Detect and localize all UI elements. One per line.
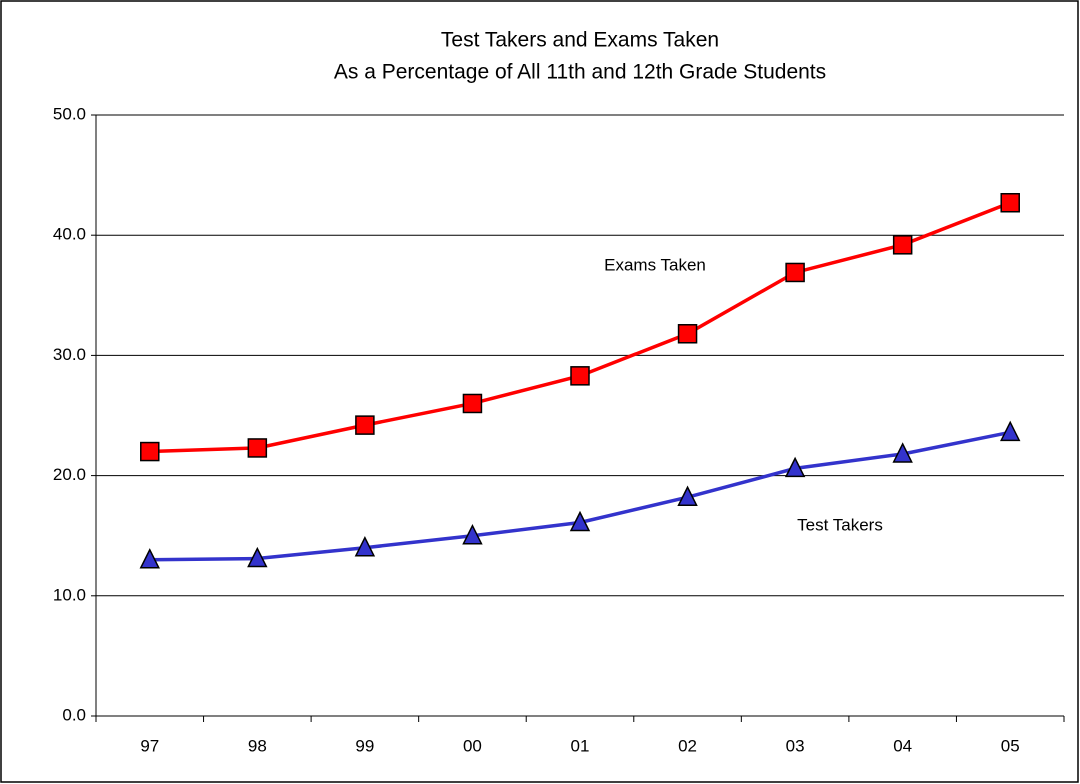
chart-subtitle: As a Percentage of All 11th and 12th Gra… [334,61,826,84]
y-tick-label: 50.0 [53,104,86,123]
chart-title: Test Takers and Exams Taken [441,29,719,52]
marker [892,442,913,463]
y-tick-label: 40.0 [53,225,86,244]
y-tick-label: 10.0 [53,585,86,604]
marker [247,438,268,458]
series-label: Exams Taken [604,255,706,274]
marker [1000,192,1020,213]
series-label: Test Takers [797,515,883,534]
marker [462,393,483,414]
x-tick-label: 97 [140,736,159,755]
marker [140,441,160,462]
marker [462,524,483,545]
x-tick-label: 04 [893,736,912,755]
marker [355,415,375,435]
marker [569,510,591,532]
x-tick-label: 05 [1001,736,1020,755]
y-tick-label: 20.0 [53,465,86,484]
x-tick-label: 99 [355,736,374,755]
x-tick-label: 00 [463,736,482,755]
marker [785,262,805,283]
marker [784,456,806,478]
x-tick-label: 03 [786,736,805,755]
marker [677,485,698,506]
y-tick-label: 0.0 [62,705,86,724]
y-tick-label: 30.0 [53,345,86,364]
marker [1000,420,1021,442]
x-tick-label: 01 [571,736,590,755]
marker [892,235,913,255]
x-tick-label: 02 [678,736,697,755]
marker [570,366,590,386]
marker [139,548,160,569]
marker [247,546,268,568]
x-tick-label: 98 [248,736,267,755]
marker [354,536,376,557]
marker [677,324,698,344]
